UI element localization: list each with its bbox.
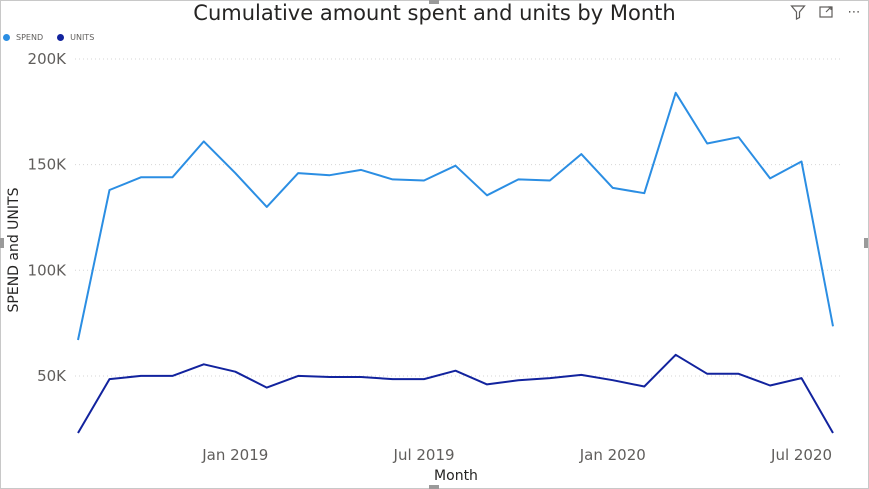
focus-mode-icon[interactable] [817,3,835,21]
gridlines [75,58,840,377]
legend-marker-spend [3,34,10,41]
data-point-units[interactable] [453,368,459,374]
data-point-spend[interactable] [327,172,333,178]
data-point-units[interactable] [610,377,616,383]
data-point-spend[interactable] [484,192,490,198]
data-point-spend[interactable] [232,170,238,176]
series-line-spend[interactable] [77,91,834,341]
data-point-units[interactable] [704,371,710,377]
data-point-units[interactable] [232,369,238,375]
visual-toolbar: ⋯ [789,3,863,21]
data-point-spend[interactable] [641,190,647,196]
data-point-units[interactable] [75,430,81,436]
data-point-units[interactable] [578,372,584,378]
data-point-units[interactable] [515,377,521,383]
y-tick-label: 200K [28,50,68,68]
series-lines [75,90,836,436]
legend-item-units[interactable]: UNITS [57,33,94,42]
y-tick-label: 50K [37,367,67,385]
data-point-units[interactable] [295,373,301,379]
data-point-spend[interactable] [799,158,805,164]
data-point-spend[interactable] [295,170,301,176]
resize-handle-top[interactable] [429,0,439,4]
data-point-units[interactable] [421,376,427,382]
data-point-spend[interactable] [673,90,679,96]
legend: SPEND UNITS [3,33,108,42]
data-point-spend[interactable] [106,187,112,193]
y-axis-ticks: 50K 100K 150K 200K [28,50,68,385]
data-point-spend[interactable] [830,323,836,329]
data-point-spend[interactable] [75,337,81,343]
x-tick-label: Jan 2019 [201,446,268,464]
y-tick-label: 100K [28,261,68,279]
resize-handle-left[interactable] [0,238,4,248]
data-point-spend[interactable] [547,177,553,183]
data-point-units[interactable] [169,373,175,379]
data-point-units[interactable] [641,384,647,390]
y-axis-title: SPEND and UNITS [6,187,22,312]
data-point-spend[interactable] [138,174,144,180]
data-point-spend[interactable] [578,151,584,157]
data-point-spend[interactable] [421,177,427,183]
x-tick-label: Jul 2019 [393,446,455,464]
y-tick-label: 150K [28,156,68,174]
chart-title: Cumulative amount spent and units by Mon… [193,1,676,25]
data-point-units[interactable] [138,373,144,379]
filter-icon[interactable] [789,3,807,21]
data-point-units[interactable] [106,376,112,382]
x-axis-title: Month [434,468,478,484]
data-point-spend[interactable] [610,185,616,191]
data-point-units[interactable] [390,376,396,382]
legend-item-spend[interactable]: SPEND [3,33,43,42]
data-point-spend[interactable] [201,138,207,144]
data-point-spend[interactable] [767,175,773,181]
x-tick-label: Jan 2020 [579,446,646,464]
data-point-units[interactable] [547,375,553,381]
data-point-spend[interactable] [453,163,459,169]
data-point-spend[interactable] [264,204,270,210]
x-tick-label: Jul 2020 [770,446,832,464]
data-point-spend[interactable] [390,176,396,182]
data-point-spend[interactable] [358,167,364,173]
data-point-spend[interactable] [515,176,521,182]
legend-label-units: UNITS [70,33,95,42]
legend-label-spend: SPEND [16,33,44,42]
x-axis-ticks: Jan 2019 Jul 2019 Jan 2020 Jul 2020 [201,446,832,464]
data-point-units[interactable] [358,374,364,380]
resize-handle-right[interactable] [864,238,868,248]
more-options-icon[interactable]: ⋯ [847,4,861,20]
data-point-units[interactable] [264,385,270,391]
data-point-spend[interactable] [736,134,742,140]
data-point-units[interactable] [201,361,207,367]
data-point-units[interactable] [673,352,679,358]
data-point-units[interactable] [767,382,773,388]
data-point-units[interactable] [484,381,490,387]
data-point-spend[interactable] [704,141,710,147]
data-point-units[interactable] [830,430,836,436]
data-point-units[interactable] [327,374,333,380]
data-point-spend[interactable] [169,174,175,180]
legend-marker-units [57,34,65,41]
series-line-units[interactable] [77,353,834,434]
resize-handle-bottom[interactable] [429,485,439,489]
data-point-units[interactable] [736,371,742,377]
data-point-units[interactable] [799,375,805,381]
